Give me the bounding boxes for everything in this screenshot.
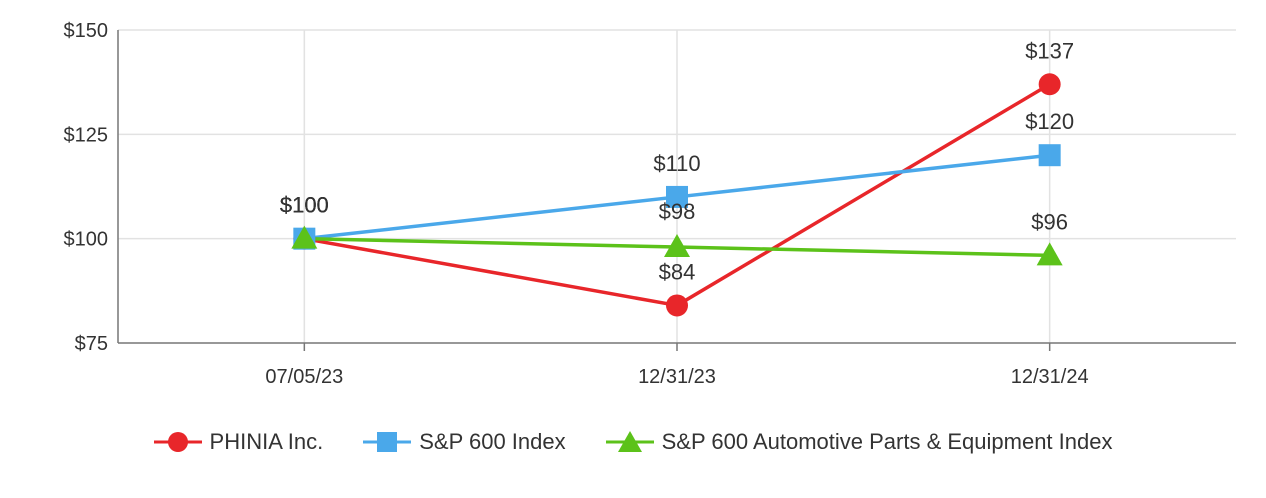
legend-item-sp600-auto: S&P 600 Automotive Parts & Equipment Ind… bbox=[605, 429, 1113, 455]
data-point-circle bbox=[1038, 73, 1061, 96]
data-label: $120 bbox=[1025, 109, 1074, 134]
data-label: $84 bbox=[659, 259, 696, 284]
data-label: $100 bbox=[280, 193, 329, 218]
legend-label: PHINIA Inc. bbox=[209, 429, 324, 454]
data-point-triangle bbox=[664, 234, 690, 258]
legend: PHINIA Inc. S&P 600 Index S&P 600 Automo… bbox=[0, 420, 1266, 464]
data-label: $100 bbox=[280, 193, 329, 218]
x-tick-label: 07/05/23 bbox=[265, 366, 343, 388]
circle-marker-icon bbox=[153, 432, 202, 452]
data-point-square bbox=[666, 185, 688, 208]
legend-item-sp600: S&P 600 Index bbox=[363, 429, 566, 455]
triangle-marker-icon bbox=[605, 431, 654, 452]
data-point-circle bbox=[666, 294, 688, 317]
data-label: $100 bbox=[280, 193, 329, 218]
square-marker-icon bbox=[363, 432, 412, 452]
label-layer: $100$84$137$100$110$120$100 $98 $96 bbox=[280, 38, 1074, 284]
y-tick-label: $100 bbox=[64, 229, 109, 251]
y-tick-label: $125 bbox=[64, 124, 109, 146]
data-label: $137 bbox=[1025, 38, 1074, 63]
y-tick-label: $150 bbox=[64, 20, 109, 42]
data-point-triangle bbox=[291, 225, 318, 249]
legend-item-phinia: PHINIA Inc. bbox=[153, 429, 324, 455]
x-tick-label: 12/31/24 bbox=[1011, 366, 1089, 388]
axis-layer: $75 $100 $125 $150 07/05/23 12/31/23 12/31/24 bbox=[64, 20, 1236, 388]
y-tick-label: $75 bbox=[75, 333, 108, 355]
data-label: $110 bbox=[653, 151, 700, 176]
data-label: $98 bbox=[659, 199, 696, 224]
data-point-square bbox=[1038, 144, 1061, 167]
legend-label: S&P 600 Index bbox=[419, 429, 566, 454]
data-label: $96 bbox=[1031, 209, 1068, 234]
x-tick-label: 12/31/23 bbox=[638, 366, 716, 388]
data-point-triangle bbox=[1036, 242, 1063, 266]
legend-label: S&P 600 Automotive Parts & Equipment Ind… bbox=[661, 429, 1113, 454]
series-layer bbox=[291, 73, 1063, 317]
